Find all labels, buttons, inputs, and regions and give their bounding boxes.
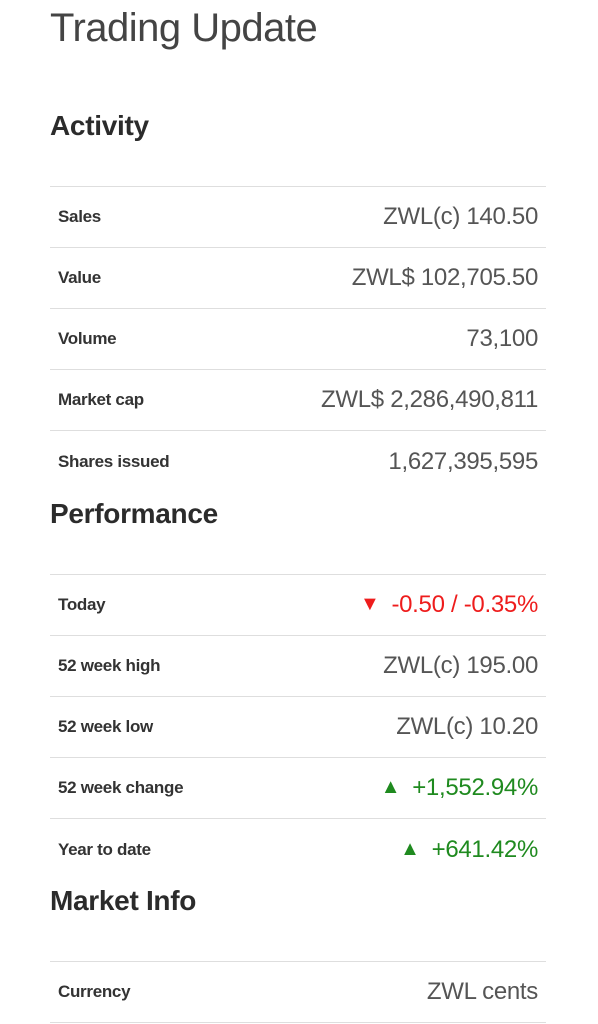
- row-label: Market cap: [58, 390, 144, 409]
- performance-table: Today ▼ -0.50 / -0.35% 52 week high ZWL(c…: [50, 574, 546, 880]
- activity-row-value: Value ZWL$ 102,705.50: [50, 248, 546, 309]
- performance-row-year-to-date: Year to date ▲ +641.42%: [50, 819, 546, 880]
- performance-row-52-week-change: 52 week change ▲ +1,552.94%: [50, 758, 546, 819]
- activity-heading: Activity: [50, 110, 149, 141]
- down-arrow-icon: ▼: [359, 593, 380, 615]
- activity-section: Activity Sales ZWL(c) 140.50 Value ZWL$ …: [50, 108, 546, 492]
- row-value: ZWL$ 2,286,490,811: [321, 386, 538, 413]
- performance-section: Performance Today ▼ -0.50 / -0.35% 52 wee…: [50, 496, 546, 880]
- market-info-row-currency: Currency ZWL cents: [50, 962, 546, 1023]
- row-label: Sales: [58, 207, 101, 226]
- activity-table: Sales ZWL(c) 140.50 Value ZWL$ 102,705.5…: [50, 186, 546, 492]
- market-info-table: Currency ZWL cents: [50, 961, 546, 1023]
- row-value: ZWL$ 102,705.50: [351, 264, 539, 291]
- row-value: ZWL(c) 195.00: [383, 652, 538, 679]
- row-label: 52 week change: [58, 778, 184, 797]
- row-label: 52 week high: [58, 656, 161, 675]
- row-label: Currency: [58, 982, 131, 1001]
- row-value: 73,100: [466, 325, 538, 352]
- activity-row-shares-issued: Shares issued 1,627,395,595: [50, 431, 546, 492]
- row-value: ZWL cents: [426, 978, 538, 1005]
- market-info-section: Market Info Currency ZWL cents: [50, 883, 546, 1023]
- change-value: +1,552.94%: [412, 774, 538, 801]
- row-label: Year to date: [58, 839, 151, 859]
- page-title: Trading Update: [50, 6, 318, 50]
- row-label: Value: [58, 268, 101, 287]
- up-arrow-icon: ▲: [400, 837, 420, 860]
- performance-row-52-week-high: 52 week high ZWL(c) 195.00: [50, 636, 546, 697]
- row-value: 1,627,395,595: [388, 447, 538, 475]
- row-label: 52 week low: [58, 717, 153, 736]
- performance-row-today: Today ▼ -0.50 / -0.35%: [50, 575, 546, 636]
- performance-heading: Performance: [50, 498, 218, 529]
- row-label: Shares issued: [58, 451, 170, 471]
- row-value: ZWL(c) 140.50: [383, 203, 538, 230]
- performance-row-52-week-low: 52 week low ZWL(c) 10.20: [50, 697, 546, 758]
- row-value: ▲ +641.42%: [400, 836, 538, 864]
- row-value: ▼ -0.50 / -0.35%: [360, 591, 538, 619]
- activity-row-sales: Sales ZWL(c) 140.50: [50, 187, 546, 248]
- activity-row-market-cap: Market cap ZWL$ 2,286,490,811: [50, 370, 546, 431]
- activity-row-volume: Volume 73,100: [50, 309, 546, 370]
- change-value: -0.50 / -0.35%: [391, 591, 538, 618]
- row-label: Today: [58, 595, 106, 614]
- market-info-heading: Market Info: [50, 885, 197, 916]
- change-value: +641.42%: [431, 835, 539, 863]
- up-arrow-icon: ▲: [380, 776, 401, 798]
- row-label: Volume: [58, 329, 117, 348]
- row-value: ▲ +1,552.94%: [380, 774, 539, 802]
- row-value: ZWL(c) 10.20: [396, 713, 538, 740]
